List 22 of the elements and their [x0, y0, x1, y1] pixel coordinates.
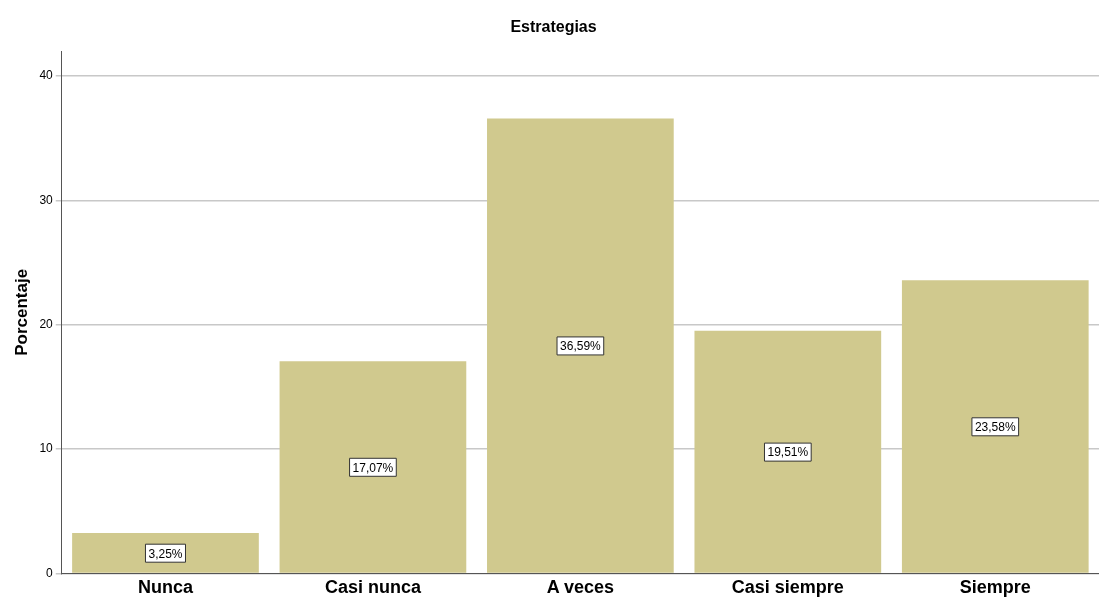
y-tick-label: 40: [39, 68, 54, 83]
data-label: 23,58%: [974, 420, 1016, 435]
y-tick-label: 10: [39, 441, 54, 456]
x-tick-label: Casi nunca: [324, 577, 422, 598]
bar: [72, 532, 259, 573]
x-tick-label: A veces: [546, 577, 615, 598]
bar: [901, 280, 1089, 573]
bar: [694, 330, 882, 573]
bar: [487, 118, 674, 573]
y-tick-label: 20: [39, 317, 54, 332]
data-label: 36,59%: [560, 339, 602, 354]
x-tick-label: Siempre: [959, 577, 1031, 598]
x-tick-label: Nunca: [137, 577, 194, 598]
data-label: 19,51%: [767, 445, 809, 460]
bar: [279, 361, 467, 573]
y-tick-label: 30: [39, 192, 54, 207]
data-label: 3,25%: [148, 546, 183, 561]
y-axis-title: Porcentaje: [11, 268, 31, 356]
y-tick-label: 0: [46, 565, 54, 580]
x-tick-label: Casi siempre: [731, 577, 844, 598]
data-label: 17,07%: [352, 460, 394, 475]
chart-title: Estrategias: [510, 18, 597, 36]
